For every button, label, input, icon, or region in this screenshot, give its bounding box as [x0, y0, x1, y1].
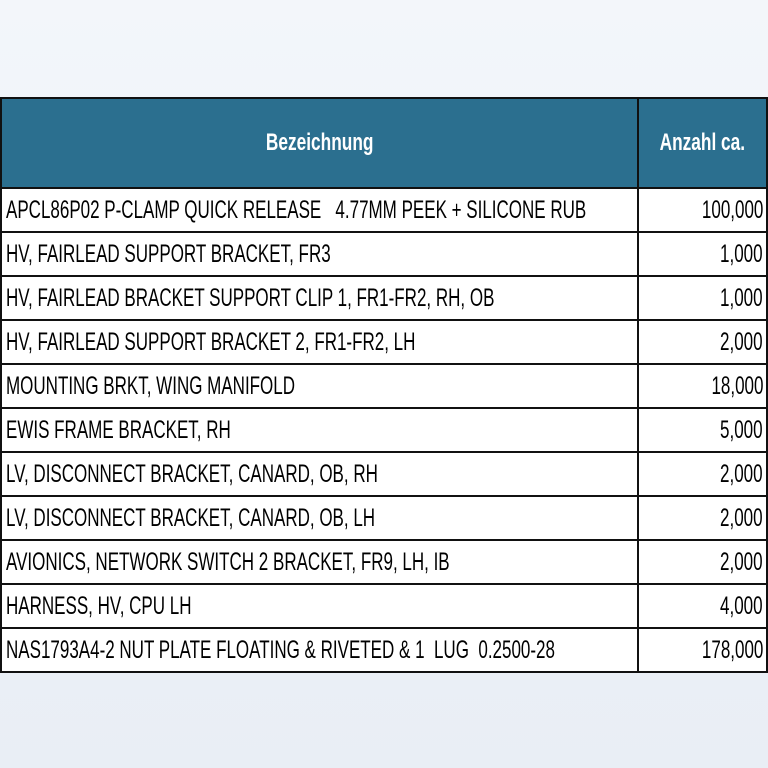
table-cell: AVIONICS, NETWORK SWITCH 2 BRACKET, FR9,… — [0, 539, 639, 585]
table-cell: 2,000 — [637, 451, 768, 497]
table-row: EWIS FRAME BRACKET, RH 5,000 — [0, 407, 768, 453]
table-row: HV, FAIRLEAD SUPPORT BRACKET 2, FR1-FR2,… — [0, 319, 768, 365]
item-quantity: 100,000 — [701, 195, 763, 224]
table-cell: 4,000 — [637, 583, 768, 629]
item-quantity: 4,000 — [720, 591, 763, 620]
table-row: AVIONICS, NETWORK SWITCH 2 BRACKET, FR9,… — [0, 539, 768, 585]
item-description: HV, FAIRLEAD SUPPORT BRACKET 2, FR1-FR2,… — [6, 327, 416, 356]
table-header: Bezeichnung Anzahl ca. — [0, 97, 768, 189]
table-cell: EWIS FRAME BRACKET, RH — [0, 407, 639, 453]
table-cell: 2,000 — [637, 495, 768, 541]
table-wrapper: Bezeichnung Anzahl ca. APCL86P02 P-CLAMP… — [0, 97, 768, 673]
table-cell: LV, DISCONNECT BRACKET, CANARD, OB, RH — [0, 451, 639, 497]
item-quantity: 2,000 — [720, 327, 763, 356]
table-body: APCL86P02 P-CLAMP QUICK RELEASE 4.77MM P… — [0, 187, 768, 673]
table-cell: 178,000 — [637, 627, 768, 673]
table-cell: NAS1793A4-2 NUT PLATE FLOATING & RIVETED… — [0, 627, 639, 673]
table-cell: HARNESS, HV, CPU LH — [0, 583, 639, 629]
table-cell: 2,000 — [637, 319, 768, 365]
item-description: AVIONICS, NETWORK SWITCH 2 BRACKET, FR9,… — [6, 547, 450, 576]
table-cell: 1,000 — [637, 231, 768, 277]
item-description: LV, DISCONNECT BRACKET, CANARD, OB, RH — [6, 459, 378, 488]
table-cell: LV, DISCONNECT BRACKET, CANARD, OB, LH — [0, 495, 639, 541]
table-cell: HV, FAIRLEAD SUPPORT BRACKET 2, FR1-FR2,… — [0, 319, 639, 365]
header-text: Bezeichnung — [265, 129, 374, 156]
table-cell: HV, FAIRLEAD SUPPORT BRACKET, FR3 — [0, 231, 639, 277]
item-quantity: 2,000 — [720, 503, 763, 532]
item-description: HV, FAIRLEAD BRACKET SUPPORT CLIP 1, FR1… — [6, 283, 495, 312]
table-cell: HV, FAIRLEAD BRACKET SUPPORT CLIP 1, FR1… — [0, 275, 639, 321]
table-row: APCL86P02 P-CLAMP QUICK RELEASE 4.77MM P… — [0, 187, 768, 233]
item-quantity: 1,000 — [720, 239, 763, 268]
table-cell: 100,000 — [637, 187, 768, 233]
table-row: LV, DISCONNECT BRACKET, CANARD, OB, RH 2,… — [0, 451, 768, 497]
table-cell: 5,000 — [637, 407, 768, 453]
header-row: Bezeichnung Anzahl ca. — [0, 97, 768, 189]
table-row: HV, FAIRLEAD SUPPORT BRACKET, FR3 1,000 — [0, 231, 768, 277]
table-cell: APCL86P02 P-CLAMP QUICK RELEASE 4.77MM P… — [0, 187, 639, 233]
table-cell: MOUNTING BRKT, WING MANIFOLD — [0, 363, 639, 409]
table-cell: 2,000 — [637, 539, 768, 585]
table-row: HARNESS, HV, CPU LH 4,000 — [0, 583, 768, 629]
item-quantity: 2,000 — [720, 547, 763, 576]
item-description: MOUNTING BRKT, WING MANIFOLD — [6, 371, 295, 400]
table-row: MOUNTING BRKT, WING MANIFOLD 18,000 — [0, 363, 768, 409]
table-row: HV, FAIRLEAD BRACKET SUPPORT CLIP 1, FR1… — [0, 275, 768, 321]
item-quantity: 178,000 — [701, 635, 763, 664]
item-description: APCL86P02 P-CLAMP QUICK RELEASE 4.77MM P… — [6, 195, 587, 224]
item-description: LV, DISCONNECT BRACKET, CANARD, OB, LH — [6, 503, 376, 532]
table-cell: 18,000 — [637, 363, 768, 409]
item-quantity: 18,000 — [711, 371, 763, 400]
header-cell: Bezeichnung — [0, 97, 639, 189]
item-quantity: 2,000 — [720, 459, 763, 488]
table-cell: 1,000 — [637, 275, 768, 321]
table-row: NAS1793A4-2 NUT PLATE FLOATING & RIVETED… — [0, 627, 768, 673]
header-text: Anzahl ca. — [659, 129, 746, 156]
parts-table: Bezeichnung Anzahl ca. APCL86P02 P-CLAMP… — [0, 97, 768, 673]
item-quantity: 5,000 — [720, 415, 763, 444]
table-row: LV, DISCONNECT BRACKET, CANARD, OB, LH 2,… — [0, 495, 768, 541]
item-quantity: 1,000 — [720, 283, 763, 312]
item-description: EWIS FRAME BRACKET, RH — [6, 415, 231, 444]
item-description: NAS1793A4-2 NUT PLATE FLOATING & RIVETED… — [6, 635, 555, 664]
item-description: HV, FAIRLEAD SUPPORT BRACKET, FR3 — [6, 239, 331, 268]
header-cell: Anzahl ca. — [637, 97, 768, 189]
item-description: HARNESS, HV, CPU LH — [6, 591, 192, 620]
